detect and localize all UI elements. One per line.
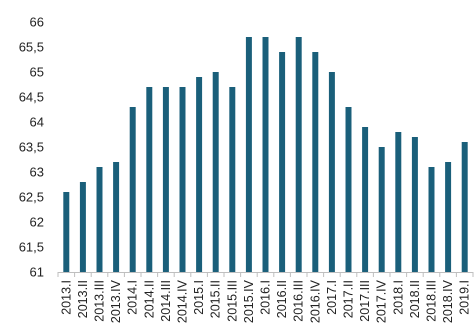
bar — [179, 87, 186, 272]
bar — [129, 107, 136, 272]
x-category-label: 2016.III — [292, 280, 306, 322]
x-category-label: 2013.IV — [109, 279, 123, 323]
x-category-label: 2013.II — [76, 280, 90, 318]
bar — [411, 137, 418, 272]
bar — [162, 87, 169, 272]
x-axis-category-labels: 2013.I 2013.II 2013.III 2013.IV 2014.I 2014.I… — [59, 279, 471, 323]
x-category-label: 2017.I — [325, 280, 339, 315]
x-category-label: 2014.I — [126, 280, 140, 315]
y-tick-label: 66 — [30, 15, 44, 30]
x-category-label: 2017.II — [342, 280, 356, 318]
x-category-label: 2013.I — [59, 280, 73, 315]
x-category-label: 2019.I — [458, 280, 472, 315]
bar — [345, 107, 352, 272]
bar — [262, 37, 269, 272]
bar — [113, 162, 120, 272]
x-category-label: 2018.II — [408, 280, 422, 318]
y-tick-label: 65 — [30, 65, 44, 80]
bar — [196, 77, 203, 272]
bar — [395, 132, 402, 272]
bar — [146, 87, 153, 272]
x-category-label: 2014.III — [159, 280, 173, 322]
x-category-label: 2015.II — [209, 280, 223, 318]
x-category-label: 2014.II — [142, 280, 156, 318]
x-category-label: 2016.I — [259, 280, 273, 315]
x-axis-ticks — [57, 272, 474, 277]
x-category-label: 2016.II — [275, 280, 289, 318]
x-category-label: 2016.IV — [308, 279, 322, 323]
y-tick-label: 63,5 — [19, 140, 44, 155]
bar — [428, 167, 435, 272]
bar — [96, 167, 103, 272]
y-tick-label: 61 — [30, 265, 44, 280]
y-tick-label: 64 — [30, 115, 44, 130]
x-category-label: 2018.III — [425, 280, 439, 322]
bar-series — [63, 37, 468, 272]
x-category-label: 2014.IV — [176, 279, 190, 323]
bar — [445, 162, 452, 272]
y-tick-label: 63 — [30, 165, 44, 180]
x-category-label: 2015.I — [192, 280, 206, 315]
bar — [229, 87, 236, 272]
y-tick-label: 62 — [30, 215, 44, 230]
x-category-label: 2015.III — [225, 280, 239, 322]
bar — [378, 147, 385, 272]
y-tick-label: 65,5 — [19, 40, 44, 55]
x-category-label: 2015.IV — [242, 279, 256, 323]
y-tick-label: 64,5 — [19, 90, 44, 105]
bar — [312, 52, 319, 272]
bar — [279, 52, 286, 272]
x-category-label: 2017.IV — [375, 279, 389, 323]
bar — [461, 142, 468, 272]
y-axis-tick-labels: 61 61,5 62 62,5 63 63,5 64 64,5 65 65,5 66 — [19, 15, 44, 280]
bar — [212, 72, 219, 272]
x-category-label: 2018.IV — [441, 279, 455, 323]
x-category-label: 2017.III — [358, 280, 372, 322]
bar — [328, 72, 335, 272]
y-tick-label: 62,5 — [19, 190, 44, 205]
bar — [362, 127, 369, 272]
x-category-label: 2018.I — [391, 280, 405, 315]
bar — [245, 37, 252, 272]
x-category-label: 2013.III — [93, 280, 107, 322]
y-tick-label: 61,5 — [19, 240, 44, 255]
bar — [63, 192, 70, 272]
bar — [295, 37, 302, 272]
bar — [79, 182, 86, 272]
